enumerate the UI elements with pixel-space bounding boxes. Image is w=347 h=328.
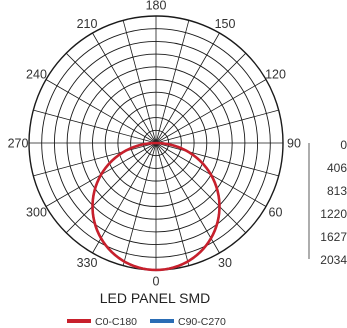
grid-spoke-150 <box>155 32 220 144</box>
legend-label-c90-c270: C90-C270 <box>178 316 226 328</box>
grid-spoke-210 <box>92 32 157 144</box>
series-curves <box>91 141 221 272</box>
grid-spoke-195 <box>122 20 157 144</box>
angle-label-270: 270 <box>8 137 29 151</box>
scale-label-2: 813 <box>327 184 347 198</box>
grid-spoke-240 <box>45 79 157 144</box>
angle-label-150: 150 <box>215 17 236 31</box>
grid-spoke-45 <box>155 142 247 234</box>
grid-spoke-255 <box>33 109 157 144</box>
grid-spoke-225 <box>65 52 157 144</box>
angle-label-330: 330 <box>77 256 98 270</box>
scale-label-3: 1220 <box>320 207 347 221</box>
grid-spoke-285 <box>33 142 157 177</box>
scale-label-1: 406 <box>327 161 347 175</box>
grid-spoke-15 <box>155 142 190 266</box>
polar-grid <box>28 15 284 271</box>
angle-labels: 0 30 60 90 120 150 180 210 240 270 300 330 <box>8 0 301 289</box>
grid-spoke-105 <box>155 109 279 144</box>
scale-label-4: 1627 <box>320 230 347 244</box>
angle-label-300: 300 <box>26 206 47 220</box>
grid-spoke-315 <box>65 142 157 234</box>
scale-label-0: 0 <box>340 138 347 152</box>
grid-spoke-30 <box>155 142 220 254</box>
radial-scale: 0 406 813 1220 1627 2034 <box>308 138 347 267</box>
angle-label-210: 210 <box>77 17 98 31</box>
scale-label-5: 2034 <box>320 253 347 267</box>
grid-spoke-135 <box>155 52 247 144</box>
grid-spoke-345 <box>122 142 157 266</box>
grid-spoke-120 <box>155 79 267 144</box>
angle-label-60: 60 <box>269 206 283 220</box>
angle-label-120: 120 <box>265 68 286 82</box>
angle-label-180: 180 <box>146 0 167 13</box>
angle-label-30: 30 <box>218 256 232 270</box>
angle-label-0: 0 <box>153 275 160 289</box>
grid-spoke-75 <box>155 142 279 177</box>
legend: C0-C180 C90-C270 <box>67 316 226 328</box>
grid-spoke-165 <box>155 20 190 144</box>
legend-label-c0-c180: C0-C180 <box>95 316 137 328</box>
angle-label-90: 90 <box>287 137 301 151</box>
grid-spoke-330 <box>92 142 157 254</box>
chart-title: LED PANEL SMD <box>100 290 210 306</box>
series-curve-c0-c180 <box>91 141 221 272</box>
angle-label-240: 240 <box>26 68 47 82</box>
